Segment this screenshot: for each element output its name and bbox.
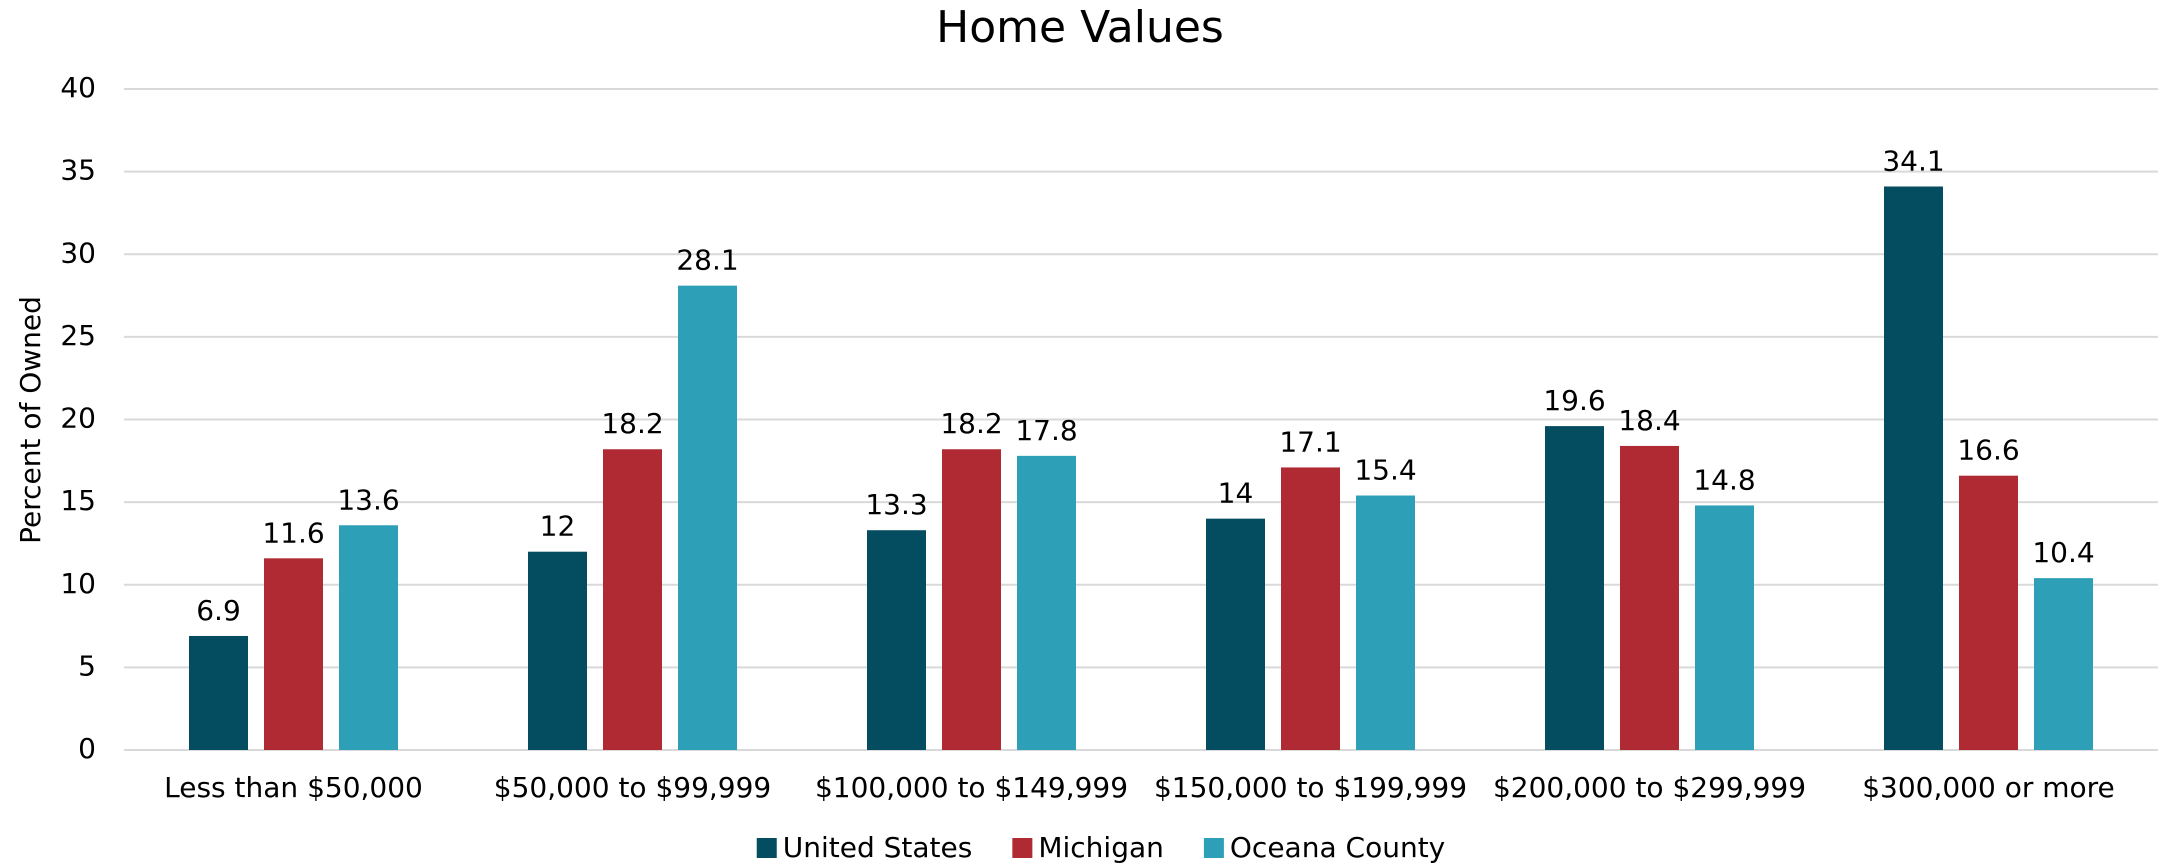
y-tick-label: 25 <box>60 319 96 352</box>
data-label: 11.6 <box>262 516 324 549</box>
y-tick-label: 40 <box>60 71 96 104</box>
y-tick-label: 20 <box>60 402 96 435</box>
data-label: 34.1 <box>1882 144 1944 177</box>
bar <box>1281 467 1340 750</box>
data-label: 17.1 <box>1279 425 1341 458</box>
legend-label: Oceana County <box>1230 831 1445 864</box>
y-tick-label: 10 <box>60 567 96 600</box>
y-tick-label: 35 <box>60 154 96 187</box>
y-tick-label: 0 <box>78 732 96 765</box>
bar <box>1695 505 1754 750</box>
data-label: 14.8 <box>1693 463 1755 496</box>
y-tick-label: 5 <box>78 649 96 682</box>
x-tick-label: $200,000 to $299,999 <box>1493 771 1806 804</box>
x-tick-label: $150,000 to $199,999 <box>1154 771 1467 804</box>
data-label: 18.2 <box>940 407 1002 440</box>
legend-swatch <box>1012 838 1033 858</box>
bar <box>1206 518 1265 750</box>
data-label: 18.2 <box>601 407 663 440</box>
data-label: 28.1 <box>676 244 738 277</box>
legend-label: United States <box>783 831 973 864</box>
x-tick-label: $50,000 to $99,999 <box>494 771 771 804</box>
bar <box>1356 495 1415 750</box>
bar <box>264 558 323 750</box>
data-label: 13.6 <box>337 483 399 516</box>
legend-label: Michigan <box>1038 831 1164 864</box>
data-label: 15.4 <box>1354 454 1416 487</box>
x-tick-label: Less than $50,000 <box>164 771 423 804</box>
data-label: 14 <box>1218 477 1254 510</box>
data-label: 12 <box>540 510 576 543</box>
data-label: 6.9 <box>196 594 241 627</box>
bar <box>1017 455 1076 750</box>
bar <box>1545 426 1604 750</box>
bar <box>867 530 926 750</box>
bar <box>678 285 737 750</box>
data-label: 18.4 <box>1618 404 1680 437</box>
data-label: 13.3 <box>865 488 927 521</box>
bar <box>189 635 248 750</box>
bar <box>1620 445 1679 750</box>
data-label: 10.4 <box>2032 536 2094 569</box>
bar <box>2034 578 2093 750</box>
y-axis-label: Percent of Owned <box>14 296 47 544</box>
legend-swatch <box>756 838 777 858</box>
y-tick-label: 15 <box>60 484 96 517</box>
bar <box>1959 475 2018 750</box>
bar <box>528 551 587 750</box>
x-tick-label: $300,000 or more <box>1862 771 2115 804</box>
data-label: 16.6 <box>1957 434 2019 467</box>
bar <box>339 525 398 750</box>
data-label: 19.6 <box>1543 384 1605 417</box>
bar <box>603 449 662 750</box>
chart-title: Home Values <box>936 2 1224 53</box>
x-tick-label: $100,000 to $149,999 <box>815 771 1128 804</box>
bar <box>942 449 1001 750</box>
legend-swatch <box>1203 838 1224 858</box>
y-tick-label: 30 <box>60 236 96 269</box>
data-label: 17.8 <box>1015 414 1077 447</box>
bar <box>1884 186 1943 750</box>
